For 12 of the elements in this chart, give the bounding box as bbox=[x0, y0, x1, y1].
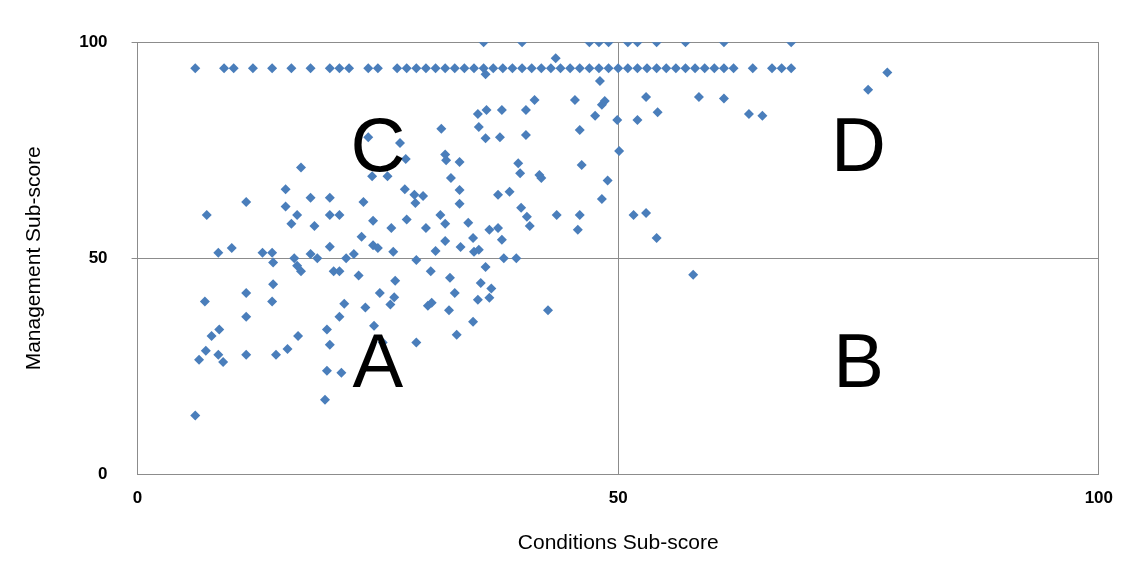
x-tick-label: 0 bbox=[132, 488, 143, 508]
annotation: A bbox=[352, 318, 404, 404]
y-tick-label: 50 bbox=[88, 247, 108, 267]
x-tick-label: 100 bbox=[1084, 488, 1114, 508]
y-axis-title: Management Sub-score bbox=[21, 146, 45, 371]
y-tick-label: 0 bbox=[98, 464, 108, 484]
annotation: D bbox=[831, 102, 886, 188]
y-tick-label: 100 bbox=[79, 31, 108, 51]
x-tick-label: 50 bbox=[608, 488, 628, 508]
annotation: C bbox=[350, 102, 406, 188]
x-axis-title: Conditions Sub-score bbox=[517, 530, 719, 554]
annotation: B bbox=[833, 318, 884, 404]
